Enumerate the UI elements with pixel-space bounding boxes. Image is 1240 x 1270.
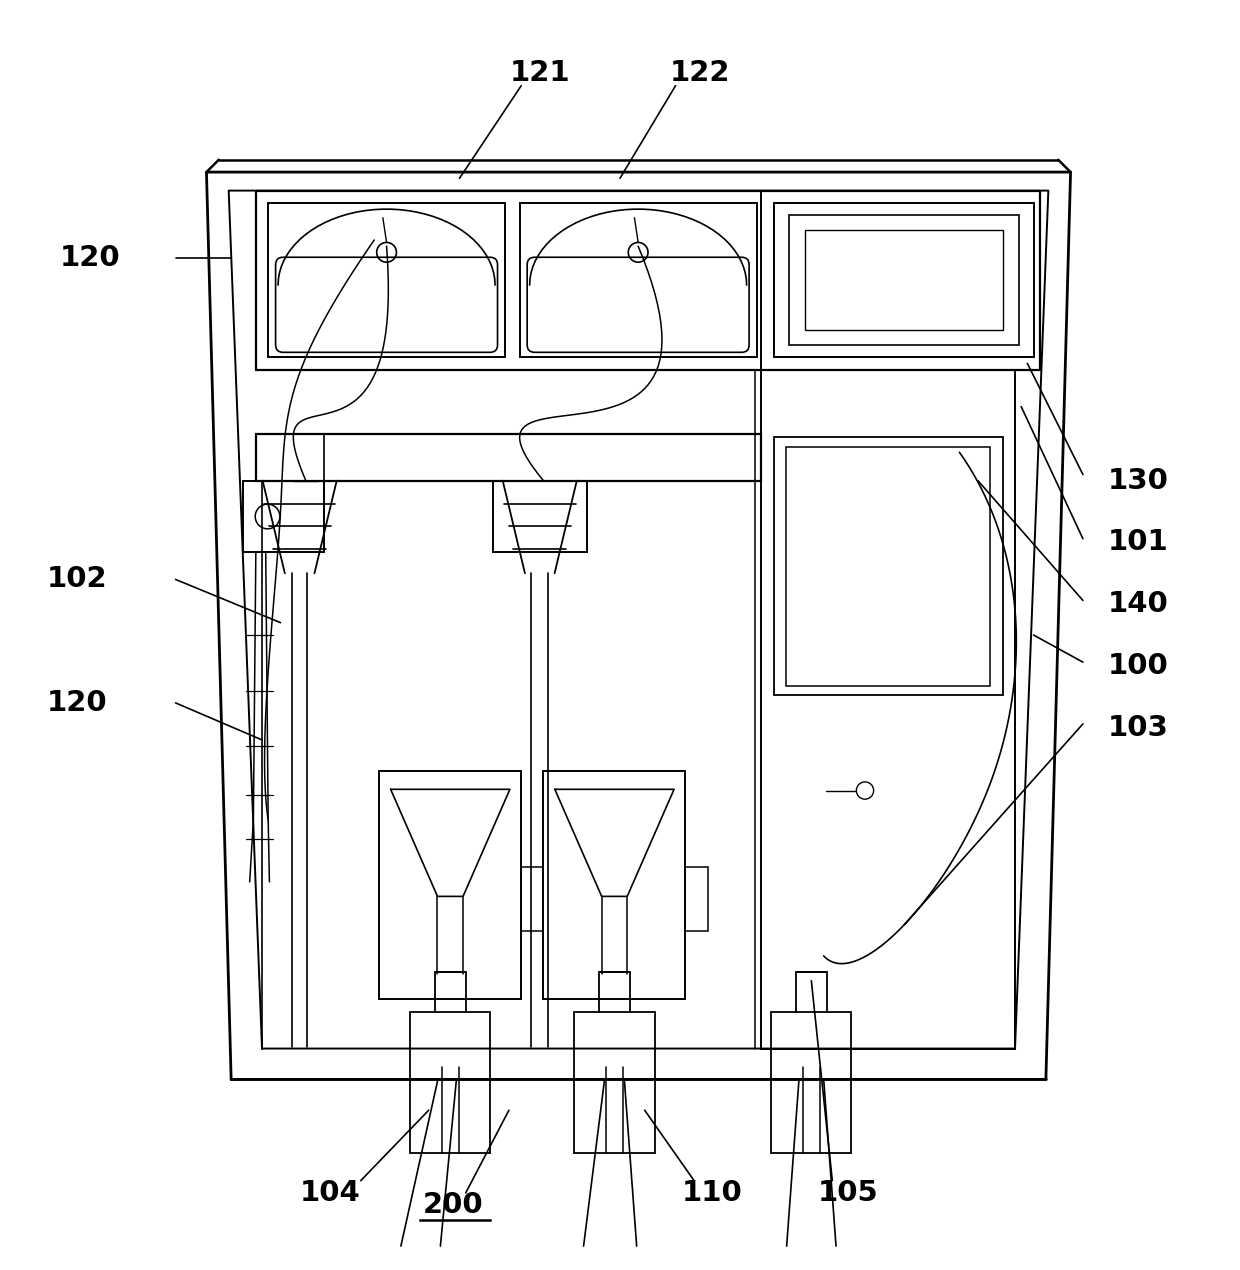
Text: 101: 101 xyxy=(1107,528,1168,556)
Bar xyxy=(543,771,686,999)
Text: 200: 200 xyxy=(423,1191,484,1219)
Bar xyxy=(774,203,1033,357)
Text: 130: 130 xyxy=(1107,466,1168,495)
Text: 110: 110 xyxy=(682,1179,743,1206)
Bar xyxy=(574,1011,655,1153)
Bar xyxy=(255,434,761,480)
Bar xyxy=(243,480,324,552)
Bar xyxy=(268,203,505,357)
Bar xyxy=(521,866,543,931)
Text: 122: 122 xyxy=(670,60,730,88)
Bar xyxy=(789,216,1019,345)
Bar xyxy=(786,447,991,686)
Bar xyxy=(686,866,708,931)
Bar xyxy=(520,203,756,357)
Bar xyxy=(805,230,1003,330)
Text: 120: 120 xyxy=(60,245,120,273)
Text: 105: 105 xyxy=(818,1179,879,1206)
Text: 103: 103 xyxy=(1107,714,1168,742)
Bar xyxy=(761,370,1016,1049)
Text: 120: 120 xyxy=(47,688,108,716)
Bar xyxy=(379,771,521,999)
Text: 104: 104 xyxy=(300,1179,361,1206)
Text: 100: 100 xyxy=(1107,652,1168,679)
Bar xyxy=(492,480,587,552)
Bar xyxy=(410,1011,490,1153)
Bar xyxy=(771,1011,852,1153)
Text: 102: 102 xyxy=(47,565,108,593)
Bar xyxy=(774,437,1003,696)
Text: 121: 121 xyxy=(510,60,570,88)
Text: 140: 140 xyxy=(1107,591,1168,618)
